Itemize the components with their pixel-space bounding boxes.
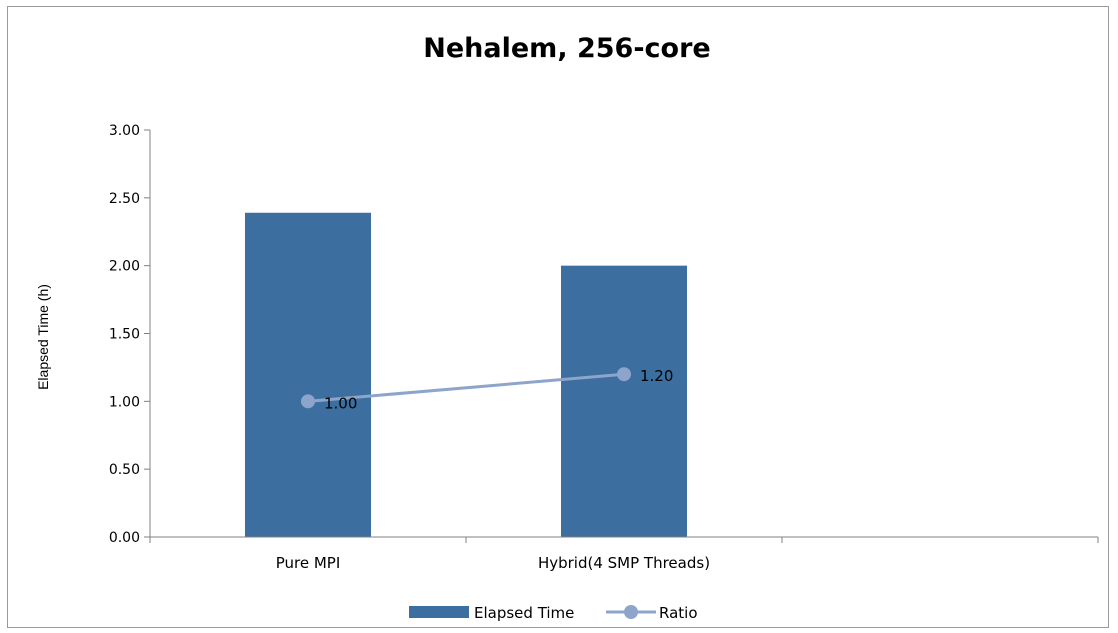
- y-tick-label: 3.00: [109, 123, 140, 139]
- chart-title: Nehalem, 256-core: [423, 33, 710, 64]
- y-tick-label: 1.00: [109, 394, 140, 410]
- y-tick-label: 2.00: [109, 259, 140, 275]
- y-tick-label: 2.50: [109, 191, 140, 207]
- x-axis: Pure MPI Hybrid(4 SMP Threads): [149, 536, 1099, 572]
- bar-series: [245, 212, 687, 538]
- y-tick-label: 0.00: [109, 530, 140, 546]
- ratio-data-label: 1.20: [640, 367, 673, 385]
- legend-label-ratio: Ratio: [659, 604, 698, 622]
- bar-elapsed-time: [245, 212, 371, 538]
- x-category-label: Pure MPI: [276, 554, 341, 572]
- y-axis: 0.00 0.50 1.00 1.50 2.00 2.50 3.00: [109, 123, 151, 546]
- legend-swatch-elapsed-time: [409, 606, 469, 618]
- legend: Elapsed Time Ratio: [409, 604, 698, 622]
- ratio-point: [617, 367, 631, 382]
- ratio-data-label: 1.00: [324, 394, 357, 412]
- bar-elapsed-time: [561, 265, 687, 537]
- y-tick-label: 1.50: [109, 327, 140, 343]
- y-axis-label: Elapsed Time (h): [35, 284, 51, 390]
- legend-marker-ratio: [624, 605, 638, 619]
- legend-label-elapsed-time: Elapsed Time: [474, 604, 574, 622]
- y-tick-label: 0.50: [109, 462, 140, 478]
- x-category-label: Hybrid(4 SMP Threads): [538, 554, 710, 572]
- ratio-point: [301, 394, 315, 409]
- chart-frame: [7, 6, 1109, 628]
- ratio-line-series: 1.00 1.20: [301, 367, 673, 412]
- ratio-line: [307, 372, 625, 403]
